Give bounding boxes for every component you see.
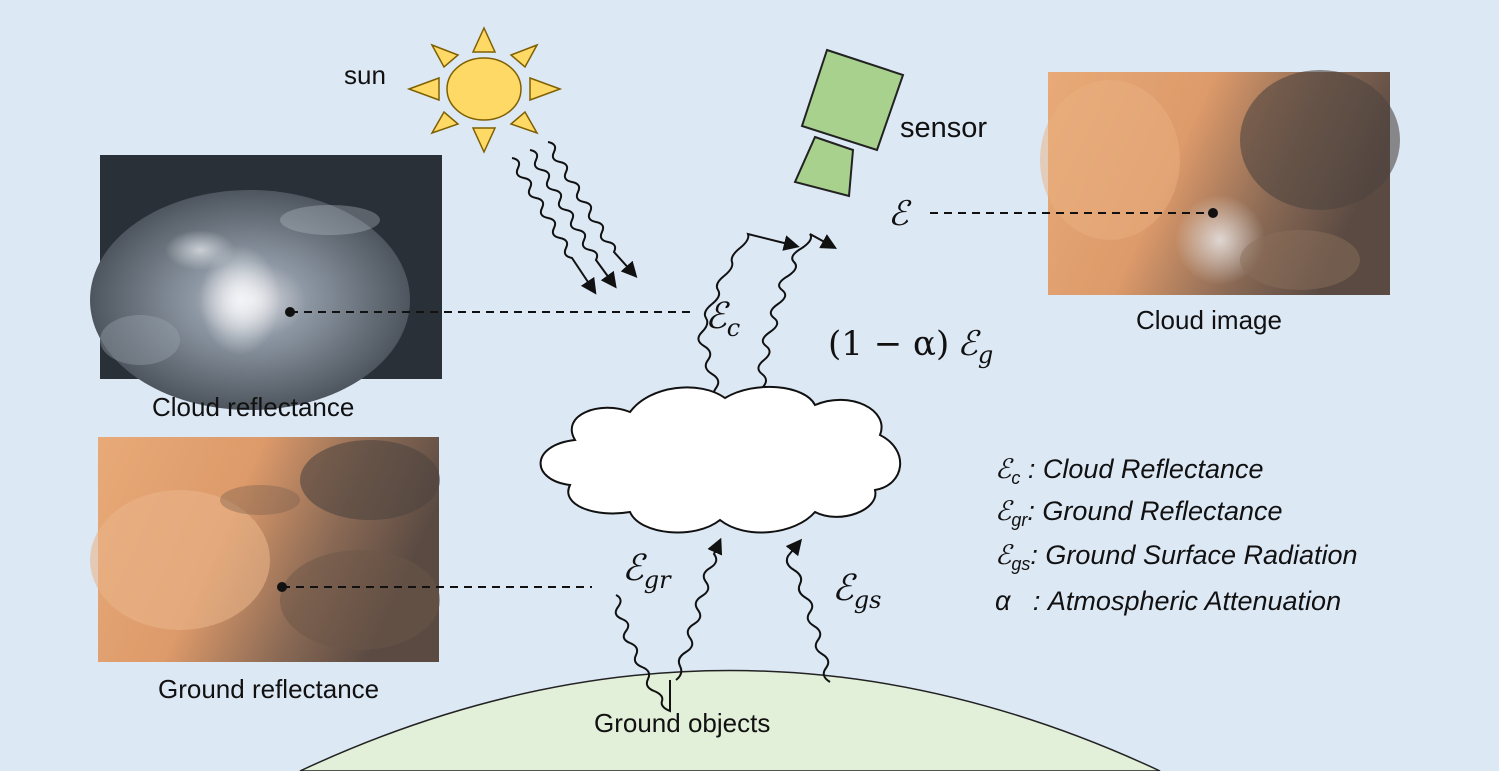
symbol-e-gs: ℰgs xyxy=(832,568,881,614)
legend-text: Ground Surface Radiation xyxy=(1045,540,1357,570)
legend-text: Atmospheric Attenuation xyxy=(1046,586,1341,616)
legend-item-ground-surface-radiation: ℰgs: Ground Surface Radiation xyxy=(995,540,1358,574)
sensor-icon xyxy=(793,48,905,198)
symbol-e-g-base: ℰ xyxy=(957,324,981,364)
legend-subscript: c xyxy=(1011,468,1020,488)
cloud-reflectance-label: Cloud reflectance xyxy=(152,392,354,422)
legend-symbol: ℰ xyxy=(995,454,1014,484)
legend-item-ground-reflectance: ℰgr: Ground Reflectance xyxy=(995,496,1283,530)
arrow-ground-reflect-up xyxy=(675,537,723,681)
arrow-ground-surface-up xyxy=(785,538,831,683)
legend-subscript: gs xyxy=(1011,554,1030,574)
symbol-e-gs-sub: gs xyxy=(854,586,882,614)
legend-item-cloud-reflectance: ℰc : Cloud Reflectance xyxy=(995,454,1264,488)
legend-text: Ground Reflectance xyxy=(1042,496,1282,526)
symbol-e-c-sub: c xyxy=(727,314,740,342)
symbol-attenuated-eg: (1 − α) ℰg xyxy=(828,324,993,369)
sensor-label: sensor xyxy=(900,112,987,144)
symbol-e-g-sub: g xyxy=(978,341,993,369)
symbol-e-gr-base: ℰ xyxy=(622,548,647,589)
sun-icon xyxy=(406,26,563,154)
legend-symbol: ℰ xyxy=(995,540,1014,570)
legend-symbol: α xyxy=(995,586,1012,616)
sun-ray-3 xyxy=(547,141,638,278)
legend-item-atmospheric-attenuation: α : Atmospheric Attenuation xyxy=(995,586,1341,616)
symbol-e-sensor: ℰ xyxy=(888,194,912,234)
legend-subscript: gr xyxy=(1011,510,1028,530)
sun-rays xyxy=(511,141,638,295)
cloud-reflectance-image xyxy=(90,155,442,410)
legend-separator: : xyxy=(1027,496,1042,526)
dot-cloud-reflectance xyxy=(285,307,295,317)
legend: ℰc : Cloud Reflectance ℰgr: Ground Refle… xyxy=(995,454,1358,616)
cloud-image-label: Cloud image xyxy=(1136,305,1282,335)
sun-ray-2 xyxy=(529,149,617,289)
dot-cloud-image xyxy=(1208,208,1218,218)
sun-ray-1 xyxy=(511,157,597,295)
cloud-image xyxy=(1040,70,1400,295)
ground-objects-label: Ground objects xyxy=(594,708,770,738)
symbol-e-gs-base: ℰ xyxy=(832,568,857,609)
symbol-e-gr-sub: gr xyxy=(644,566,672,594)
dot-ground-reflectance xyxy=(277,582,287,592)
symbol-e-gr: ℰgr xyxy=(622,548,672,594)
legend-separator: : xyxy=(1010,586,1048,616)
ground-reflectance-label: Ground reflectance xyxy=(158,674,379,704)
sun-label: sun xyxy=(344,60,386,90)
legend-symbol: ℰ xyxy=(995,496,1014,526)
cloud-shape xyxy=(539,385,901,534)
legend-separator: : xyxy=(1020,454,1043,484)
ground-surface xyxy=(299,669,1161,771)
legend-text: Cloud Reflectance xyxy=(1043,454,1264,484)
symbol-e-c: ℰc xyxy=(705,296,740,342)
symbol-one-minus-alpha: (1 − α) xyxy=(828,324,949,364)
legend-separator: : xyxy=(1030,540,1045,570)
symbol-e-c-base: ℰ xyxy=(705,296,730,337)
ground-reflectance-image xyxy=(90,437,440,662)
arrow-ground-reflect-in xyxy=(614,594,671,713)
